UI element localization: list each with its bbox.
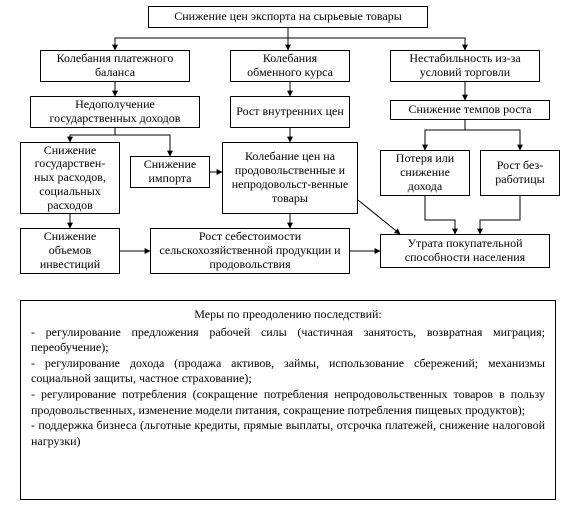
edge-n4-n7 [70,128,115,142]
measures-title: Меры по преодолению последствий: [31,307,545,323]
measures-box: Меры по преодолению последствий: - регул… [20,300,556,500]
node-root: Снижение цен экспорта на сырьевые товары [148,6,428,28]
node-n10: Потеря или снижение дохода [380,150,470,196]
measures-item: - поддержка бизнеса (льготные кредиты, п… [31,418,545,449]
measures-item: - регулирование предложения рабочей силы… [31,325,545,356]
node-n2: Колебания обменного курса [230,50,350,82]
edge-n9-n14 [358,200,400,234]
node-n1: Колебания платежного баланса [40,50,190,82]
node-n7: Снижение государствен-ных расходов, соци… [20,142,120,214]
edge-n11-n14 [480,196,520,234]
edge-n4-n8 [115,128,170,156]
node-n13: Рост себестоимости сельскохозяйственной … [150,228,350,274]
node-n14: Утрата покупательной способности населен… [380,234,550,268]
node-n12: Снижение объемов инвестиций [20,228,120,274]
edge-n10-n14 [425,196,455,234]
edge-root-n3 [288,28,465,50]
edge-root-n1 [115,28,288,50]
node-n9: Колебание цен на продовольственные и неп… [222,142,358,214]
edge-n6-n10 [425,120,465,150]
edge-n6-n11 [465,120,520,150]
diagram-canvas: Снижение цен экспорта на сырьевые товары… [0,0,576,516]
node-n6: Снижение темпов роста [390,100,550,120]
node-n11: Рост без-работицы [480,150,560,196]
node-n5: Рост внутренних цен [230,96,350,128]
measures-item: - регулирование дохода (продажа активов,… [31,356,545,387]
node-n8: Снижение импорта [130,156,210,188]
node-n4: Недополучение государственных доходов [30,96,200,128]
measures-items: - регулирование предложения рабочей силы… [31,325,545,450]
node-n3: Нестабильность из-за условий торговли [390,50,540,82]
measures-item: - регулирование потребления (сокращение … [31,387,545,418]
